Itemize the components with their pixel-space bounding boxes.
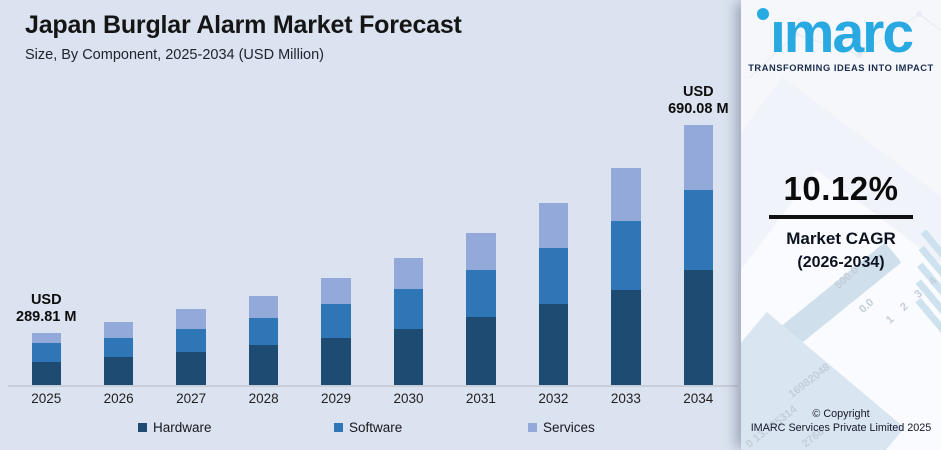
chart-header: Japan Burglar Alarm Market Forecast Size… bbox=[25, 11, 462, 63]
bar-segment-services-2032 bbox=[538, 203, 569, 248]
value-label-2034: USD 690.08 M bbox=[668, 84, 729, 117]
legend-item-software: Software bbox=[334, 420, 402, 435]
legend-swatch-services-icon bbox=[528, 423, 537, 432]
bar-2028 bbox=[248, 295, 279, 385]
logo-dot-icon bbox=[757, 8, 769, 20]
bar-segment-software-2031 bbox=[466, 270, 496, 317]
bar-2026 bbox=[103, 321, 134, 385]
bar-segment-hardware-2028 bbox=[248, 345, 279, 385]
page-subtitle: Size, By Component, 2025-2034 (USD Milli… bbox=[25, 47, 324, 63]
bar-segment-software-2027 bbox=[176, 328, 206, 352]
cagr-label: Market CAGR bbox=[786, 229, 896, 248]
cagr-period: (2026-2034) bbox=[797, 254, 885, 271]
bar-segment-hardware-2029 bbox=[321, 338, 351, 385]
x-tick-2033: 2033 bbox=[610, 391, 641, 406]
x-tick-2027: 2027 bbox=[176, 391, 207, 406]
bar-segment-software-2032 bbox=[538, 248, 569, 304]
bar-segment-software-2029 bbox=[321, 304, 351, 338]
bar-2029 bbox=[321, 277, 351, 385]
cagr-underline bbox=[769, 215, 913, 219]
chart-panel: Japan Burglar Alarm Market Forecast Size… bbox=[8, 11, 738, 435]
x-tick-2025: 2025 bbox=[31, 391, 62, 406]
logo-tagline: TRANSFORMING IDEAS INTO IMPACT bbox=[748, 63, 934, 73]
bar-segment-software-2028 bbox=[248, 318, 279, 345]
bar-segment-software-2026 bbox=[103, 337, 134, 357]
x-tick-2026: 2026 bbox=[103, 391, 134, 406]
logo-wordmark: ımarc bbox=[769, 1, 914, 65]
legend-label-services: Services bbox=[543, 420, 595, 435]
bar-2032 bbox=[538, 203, 569, 385]
bar-2031 bbox=[466, 233, 496, 385]
bar-2034 bbox=[683, 125, 714, 385]
value-label-2025: USD 289.81 M bbox=[16, 292, 77, 325]
legend-swatch-hardware-icon bbox=[138, 423, 147, 432]
legend-item-hardware: Hardware bbox=[138, 420, 212, 435]
x-tick-2032: 2032 bbox=[538, 391, 569, 406]
page-title: Japan Burglar Alarm Market Forecast bbox=[25, 11, 462, 39]
bar-segment-services-2034 bbox=[683, 125, 714, 190]
imarc-logo: ımarc TRANSFORMING IDEAS INTO IMPACT bbox=[741, 1, 941, 74]
legend-item-services: Services bbox=[528, 420, 595, 435]
cagr-value: 10.12% bbox=[783, 170, 899, 207]
bar-segment-software-2030 bbox=[393, 289, 424, 329]
imarc-panel: 500.0 0.0 1 2 3 4 16982048 0 13.785314 2768 ı… bbox=[741, 0, 941, 450]
bar-segment-hardware-2025 bbox=[31, 362, 61, 385]
x-tick-2031: 2031 bbox=[465, 391, 496, 406]
bar-segment-services-2030 bbox=[393, 257, 424, 289]
x-axis-line bbox=[8, 385, 738, 387]
bar-segment-hardware-2027 bbox=[176, 352, 206, 385]
bar-segment-hardware-2034 bbox=[683, 270, 714, 385]
copyright-notice: © Copyright IMARC Services Private Limit… bbox=[741, 408, 941, 435]
bar-segment-software-2025 bbox=[31, 343, 61, 362]
bar-segment-services-2029 bbox=[321, 277, 351, 304]
copyright-line2: IMARC Services Private Limited 2025 bbox=[750, 421, 932, 434]
bar-segment-services-2026 bbox=[103, 321, 134, 338]
bar-segment-software-2033 bbox=[611, 221, 641, 290]
bar-segment-hardware-2030 bbox=[393, 329, 424, 385]
decorative-network-pattern bbox=[748, 11, 941, 79]
bar-segment-hardware-2033 bbox=[611, 289, 641, 385]
cagr-block: 10.12% Market CAGR (2026-2034) bbox=[741, 170, 941, 272]
bar-segment-services-2027 bbox=[176, 309, 206, 329]
bar-segment-hardware-2026 bbox=[103, 356, 134, 385]
x-tick-2034: 2034 bbox=[683, 391, 714, 406]
bar-segment-hardware-2032 bbox=[538, 304, 569, 385]
legend-label-hardware: Hardware bbox=[153, 420, 212, 435]
x-tick-2030: 2030 bbox=[393, 391, 424, 406]
bar-2033 bbox=[611, 168, 641, 385]
bar-2030 bbox=[393, 257, 424, 385]
legend-swatch-software-icon bbox=[334, 423, 343, 432]
stacked-bar-chart: 2025 2026 2027 2028 2029 2030 2031 2032 2033 2034… bbox=[8, 84, 738, 435]
bar-2027 bbox=[176, 309, 206, 385]
bar-segment-software-2034 bbox=[683, 190, 714, 270]
bar-segment-services-2033 bbox=[611, 168, 641, 221]
bar-2025 bbox=[31, 333, 61, 385]
bar-segment-services-2025 bbox=[31, 333, 61, 343]
legend-label-software: Software bbox=[349, 420, 403, 435]
copyright-line1: © Copyright bbox=[812, 408, 870, 420]
x-tick-2029: 2029 bbox=[321, 391, 352, 406]
bar-segment-services-2031 bbox=[466, 233, 496, 270]
x-tick-2028: 2028 bbox=[248, 391, 279, 406]
bar-segment-hardware-2031 bbox=[466, 317, 496, 385]
bar-segment-services-2028 bbox=[248, 295, 279, 318]
